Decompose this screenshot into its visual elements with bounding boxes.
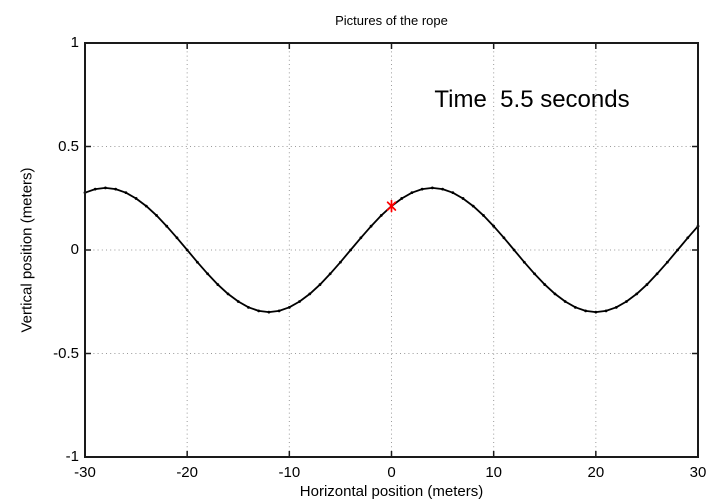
rope-point-dot [257,309,261,313]
rope-point-dot [287,305,291,309]
rope-point-dot [216,283,220,286]
x-tick-label: 20 [587,464,605,481]
rope-point-dot [359,236,363,240]
rope-point-dot [236,300,240,303]
rope-point-dot [195,260,199,264]
rope-point-dot [635,292,639,296]
rope-point-dot [471,204,475,208]
rope-point-dot [349,248,353,252]
rope-point-dot [420,187,424,191]
rope-point-dot [645,283,649,286]
rope-point-dot [594,310,598,314]
rope-point-dot [522,260,526,264]
rope-point-dot [676,248,679,252]
rope-point-dot [379,214,383,217]
rope-point-dot [175,236,179,240]
x-tick-label: -10 [278,464,301,481]
rope-point-dot [267,310,271,314]
rope-point-dot [318,283,322,286]
rope-point-dot [665,260,669,264]
time-annotation: Time 5.5 seconds [434,86,630,113]
rope-point-dot [563,300,567,303]
rope-point-dot [574,305,577,309]
x-tick-label: 0 [387,464,396,481]
plot-border [84,42,699,458]
y-tick-label: 1 [70,34,79,51]
x-tick-label: -20 [176,464,198,481]
chart-title: Pictures of the rope [335,13,448,28]
x-tick-label: 30 [689,464,707,481]
rope-point-dot [553,292,557,296]
rope-point-dot [124,191,128,195]
rope-point-dot [93,187,97,191]
rope-point-dot [144,204,148,208]
x-tick-label: 10 [485,464,502,481]
rope-point-dot [206,272,210,276]
y-tick-label: 0 [70,241,79,258]
rope-point-dot [104,186,107,190]
y-tick-label: 0.5 [58,137,79,155]
rope-point-dot [604,309,608,313]
rope-point-dot [185,248,189,252]
rope-point-dot [339,260,342,264]
rope-point-dot [686,236,690,240]
rope-point-dot [226,292,230,296]
rope-point-dot [134,197,138,200]
rope-point-dot [400,197,404,200]
rope-point-dot [584,309,588,313]
y-tick-label: -1 [65,448,79,465]
rope-point-dot [492,224,496,228]
rope-point-dot [165,224,169,228]
rope-point-dot [430,186,434,190]
rope-point-dot [441,187,444,191]
y-tick-label: -0.5 [53,344,79,362]
rope-point-dot [655,272,659,276]
rope-point-dot [614,305,618,309]
rope-point-dot [328,272,332,276]
rope-point-dot [298,300,301,303]
rope-point-dot [247,305,250,309]
x-axis-label: Horizontal position (meters) [299,483,484,500]
rope-point-dot [543,283,547,286]
x-tick-label: -30 [74,464,96,481]
rope-point-dot [512,248,516,252]
rope-point-dot [277,309,281,313]
rope-point-dot [533,272,536,276]
rope-point-dot [482,214,485,217]
rope-point-dot [410,191,414,195]
rope-point-dot [461,197,465,200]
tracked-point-asterisk [386,201,397,211]
rope-point-dot [451,191,455,195]
rope-point-dot [114,187,118,191]
rope-point-dot [369,224,373,228]
rope-point-dot [502,236,506,240]
rope-point-dot [308,292,312,296]
rope-point-dot [155,214,158,217]
rope-point-dot [625,300,628,303]
